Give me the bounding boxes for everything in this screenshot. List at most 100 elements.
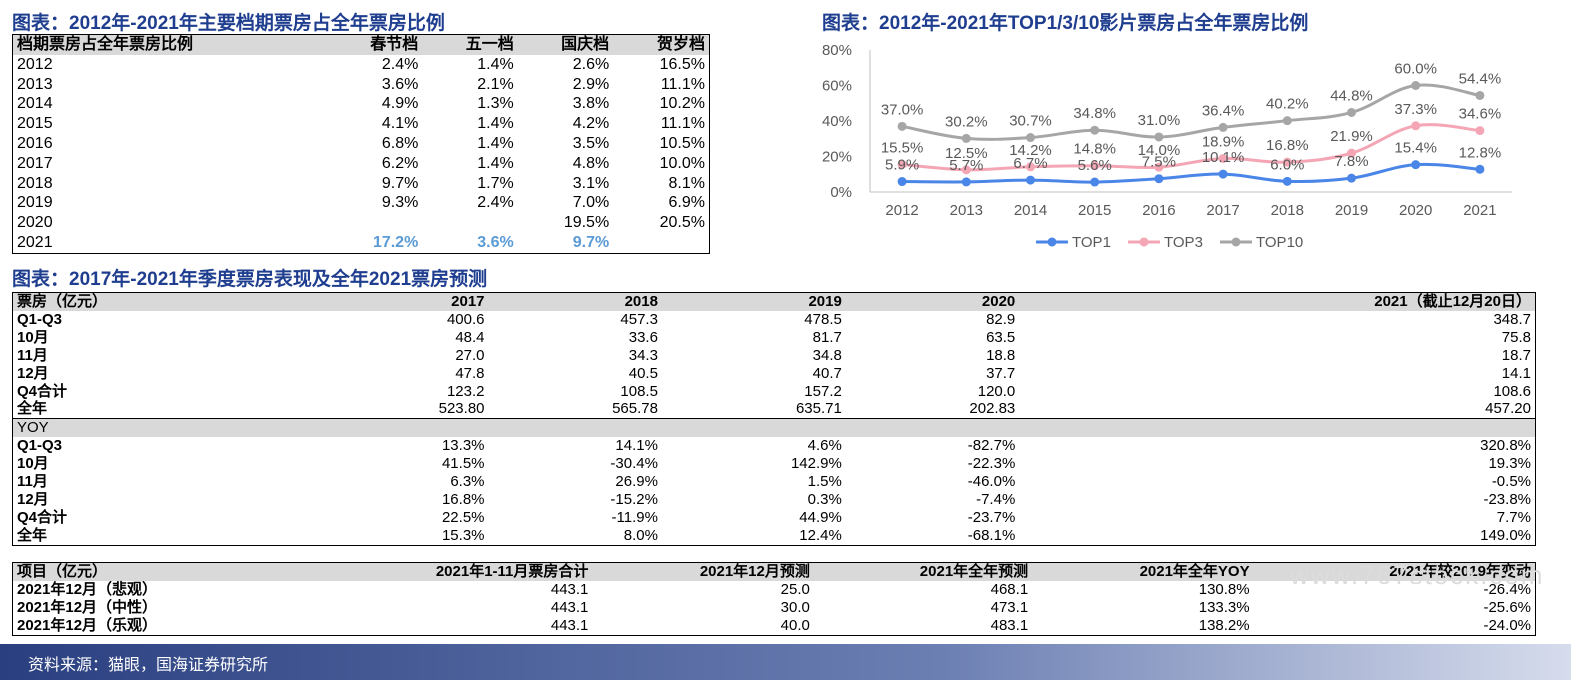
table-cell: 15.3% — [441, 526, 485, 544]
table-cell: 11.1% — [660, 115, 705, 133]
column-header: 2021年较2019年变动 — [1389, 563, 1531, 580]
watermark: www.767stock.com — [1290, 560, 1545, 590]
table-cell: 138.2% — [1198, 616, 1250, 634]
data-point-top3 — [897, 159, 907, 169]
legend-label: TOP10 — [1256, 234, 1303, 251]
y-tick-label: 40% — [822, 113, 852, 130]
table-cell: 6.3% — [450, 473, 485, 491]
table-cell: 9.7% — [572, 233, 610, 251]
table-cell: -11.9% — [611, 508, 658, 526]
data-label-top10: 60.0% — [1394, 61, 1437, 78]
column-header: 2021年全年预测 — [919, 563, 1029, 580]
table-cell: 30.0 — [780, 598, 810, 616]
data-label-top1: 7.8% — [1334, 153, 1368, 170]
table-cell: -30.4% — [610, 455, 658, 473]
table-cell: 443.1 — [550, 616, 589, 634]
table-cell: 10.2% — [659, 95, 705, 113]
data-label-top1: 6.0% — [1270, 156, 1304, 173]
table-row: 2019 9.3% 2.4% 7.0% 6.9% — [13, 193, 710, 213]
table-cell: 2021年12月（悲观） — [17, 580, 158, 598]
table-cell: 2021 — [17, 233, 53, 251]
data-point-top3 — [961, 165, 971, 175]
table-cell: 63.5 — [986, 328, 1016, 346]
table-cell: 10.0% — [659, 154, 705, 172]
table-row: 2014 4.9% 1.3% 3.8% 10.2% — [13, 94, 710, 114]
table-cell: 157.2 — [804, 382, 842, 400]
data-label-top10: 54.4% — [1459, 70, 1502, 87]
table-row: 10月 48.4 33.6 81.7 63.5 75.8 — [13, 329, 1536, 347]
table-cell: -26.4% — [1483, 580, 1531, 598]
data-label-top1: 5.9% — [885, 157, 919, 174]
legend-label: TOP3 — [1164, 234, 1203, 251]
data-label-top10: 37.0% — [881, 101, 924, 118]
table-cell: -15.2% — [610, 490, 658, 508]
column-header: 2021年全年YOY — [1139, 563, 1250, 580]
data-point-top3 — [1411, 121, 1421, 131]
data-label-top3: 12.5% — [945, 145, 988, 162]
table-cell: 473.1 — [990, 598, 1029, 616]
table-cell: 81.7 — [812, 328, 842, 346]
table-cell: 2.1% — [477, 75, 514, 93]
data-point-top3 — [1282, 157, 1292, 167]
table-row: Q1-Q3 13.3% 14.1% 4.6% -82.7% 320.8% — [13, 437, 1536, 455]
legend-label: TOP1 — [1072, 234, 1111, 251]
table-row: 2021年12月（中性） 443.1 30.0 473.1 133.3% -25.6% — [13, 599, 1536, 617]
data-point-top1 — [1154, 174, 1164, 184]
data-point-top3 — [1090, 161, 1100, 171]
column-header: 档期票房占全年票房比例 — [17, 36, 194, 53]
table-row: 2015 4.1% 1.4% 4.2% 11.1% — [13, 114, 710, 134]
table-cell: 40.7 — [812, 364, 842, 382]
table-cell: 19.3% — [1488, 455, 1531, 473]
data-point-top10 — [1090, 125, 1100, 135]
data-label-top10: 44.8% — [1330, 87, 1373, 104]
table-cell: -25.6% — [1483, 598, 1531, 616]
data-point-top10 — [1154, 132, 1164, 142]
data-label-top1: 5.6% — [1078, 157, 1112, 174]
table-cell: 17.2% — [372, 233, 419, 251]
data-point-top1 — [1347, 173, 1356, 183]
table-cell: -68.1% — [967, 526, 1016, 544]
table-cell: 全年 — [17, 526, 48, 544]
table-cell: 6.2% — [381, 154, 419, 172]
table-cell: 14.1 — [1501, 364, 1531, 382]
table-cell — [422, 213, 517, 233]
x-tick-label: 2014 — [1014, 202, 1047, 219]
table-cell: 11.1% — [660, 75, 705, 93]
data-label-top10: 31.0% — [1138, 112, 1181, 129]
table-row: 2021年12月（悲观） 443.1 25.0 468.1 130.8% -26.4% — [13, 581, 1536, 599]
legend-marker — [1231, 237, 1241, 247]
data-point-top10 — [1411, 81, 1421, 90]
table-cell: 3.8% — [572, 95, 610, 113]
title-quarterly-box-office: 图表：2017年-2021年季度票房表现及全年2021票房预测 — [12, 269, 488, 290]
table-cell: -22.3% — [967, 455, 1016, 473]
table-cell: 2020 — [17, 214, 53, 232]
data-point-top3 — [1154, 162, 1164, 172]
x-tick-label: 2015 — [1078, 202, 1111, 219]
data-point-top3 — [1218, 153, 1228, 163]
table-cell: 40.5 — [628, 364, 658, 382]
table-cell: 3.5% — [572, 134, 610, 152]
data-label-top3: 14.2% — [1009, 142, 1052, 159]
data-point-top1 — [1282, 176, 1292, 186]
table-cell: 2015 — [17, 115, 53, 133]
table-cell — [613, 233, 709, 253]
table-cell: 11月 — [17, 346, 48, 364]
table-cell: 12月 — [17, 490, 49, 508]
data-label-top1: 10.1% — [1202, 149, 1245, 166]
data-point-top3 — [1347, 148, 1356, 158]
table-cell: 10月 — [17, 328, 49, 346]
column-header: 2020 — [981, 293, 1016, 310]
data-point-top10 — [1347, 107, 1356, 117]
table-cell: 149.0% — [1480, 526, 1531, 544]
table-cell: 2021年12月（中性） — [17, 598, 158, 616]
table-cell: 48.4 — [455, 328, 485, 346]
data-point-top10 — [1026, 133, 1035, 143]
data-label-top1: 7.5% — [1142, 154, 1176, 171]
data-label-top3: 14.8% — [1073, 141, 1116, 158]
table-cell: 8.1% — [668, 174, 705, 192]
data-label-top3: 18.9% — [1202, 133, 1245, 150]
table-cell: 44.9% — [799, 508, 842, 526]
data-point-top10 — [1218, 122, 1228, 132]
table-row: 12月 47.8 40.5 40.7 37.7 14.1 — [13, 365, 1536, 383]
column-header: 项目（亿元） — [17, 563, 108, 580]
